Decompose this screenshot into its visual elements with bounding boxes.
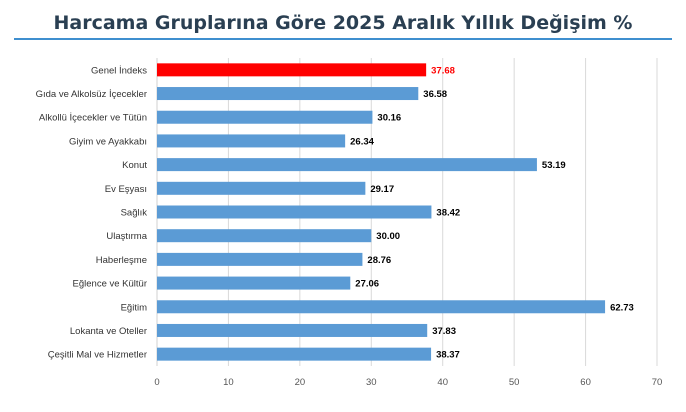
category-label: Gıda ve Alkolsüz İçecekler bbox=[36, 89, 147, 100]
bars bbox=[157, 63, 606, 361]
data-label: 29.17 bbox=[370, 184, 394, 195]
data-label: 37.68 bbox=[431, 65, 455, 76]
category-label: Giyim ve Ayakkabı bbox=[69, 136, 147, 147]
x-tick-label: 10 bbox=[223, 377, 234, 388]
title-underline bbox=[14, 38, 672, 40]
bar bbox=[157, 347, 432, 361]
data-label: 36.58 bbox=[423, 89, 447, 100]
category-label: Konut bbox=[122, 160, 147, 171]
category-label: Alkollü İçecekler ve Tütün bbox=[39, 113, 147, 124]
x-tick-label: 40 bbox=[437, 377, 448, 388]
category-label: Eğitim bbox=[121, 302, 147, 313]
data-label: 30.16 bbox=[377, 113, 401, 124]
category-label: Genel İndeks bbox=[91, 65, 147, 76]
chart-title: Harcama Gruplarına Göre 2025 Aralık Yıll… bbox=[53, 12, 633, 34]
bar bbox=[157, 252, 363, 266]
bar bbox=[157, 300, 606, 314]
x-tick-label: 60 bbox=[580, 377, 591, 388]
bar bbox=[157, 205, 432, 219]
x-tick-label: 50 bbox=[509, 377, 520, 388]
bar bbox=[157, 134, 346, 148]
bar bbox=[157, 181, 366, 195]
bar bbox=[157, 229, 372, 243]
data-label: 27.06 bbox=[355, 279, 379, 290]
category-label: Lokanta ve Oteller bbox=[70, 326, 147, 337]
data-label: 26.34 bbox=[350, 136, 374, 147]
data-label: 38.37 bbox=[436, 350, 460, 361]
data-label: 37.83 bbox=[432, 326, 456, 337]
data-label: 28.76 bbox=[367, 255, 391, 266]
x-tick-label: 20 bbox=[295, 377, 306, 388]
labels: 0 10 20 30 40 50 60 70 Genel İndeks 37.68 Gıda ve … bbox=[36, 65, 663, 388]
data-label: 30.00 bbox=[376, 231, 400, 242]
bar bbox=[157, 63, 427, 77]
data-label: 62.73 bbox=[610, 302, 634, 313]
bar bbox=[157, 87, 419, 101]
x-tick-label: 70 bbox=[652, 377, 663, 388]
bar bbox=[157, 323, 428, 337]
data-label: 38.42 bbox=[436, 208, 460, 219]
category-label: Çeşitli Mal ve Hizmetler bbox=[48, 350, 147, 361]
bar bbox=[157, 158, 537, 172]
category-label: Ev Eşyası bbox=[105, 184, 147, 195]
x-tick-label: 0 bbox=[154, 377, 159, 388]
bar bbox=[157, 110, 373, 124]
category-label: Haberleşme bbox=[96, 255, 147, 266]
data-label: 53.19 bbox=[542, 160, 566, 171]
category-label: Ulaştırma bbox=[106, 231, 147, 242]
category-label: Eğlence ve Kültür bbox=[73, 279, 147, 290]
bar bbox=[157, 276, 351, 290]
x-tick-label: 30 bbox=[366, 377, 377, 388]
category-label: Sağlık bbox=[121, 208, 148, 219]
